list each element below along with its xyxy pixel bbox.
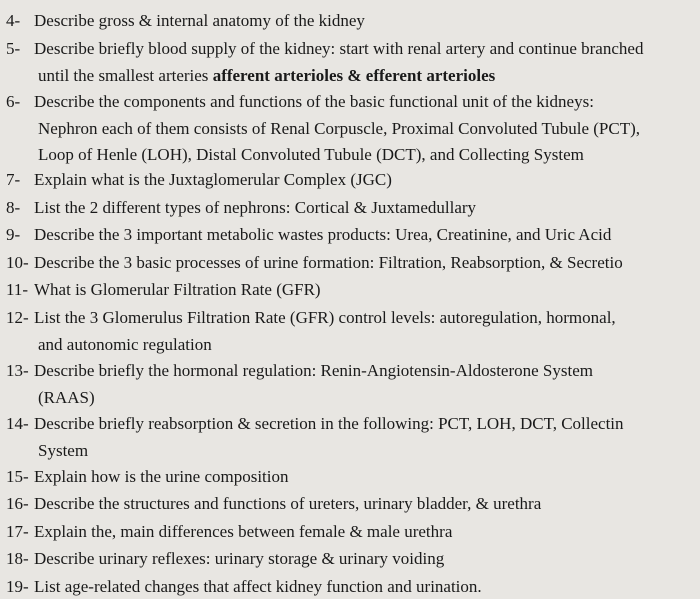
item-text: Describe the components and functions of… bbox=[34, 89, 700, 115]
item-continuation: until the smallest arteries afferent art… bbox=[4, 63, 700, 89]
list-item: 19-List age-related changes that affect … bbox=[4, 574, 700, 599]
list-item: 4-Describe gross & internal anatomy of t… bbox=[4, 8, 700, 34]
item-number: 6- bbox=[4, 89, 34, 115]
item-text: Describe briefly blood supply of the kid… bbox=[34, 36, 700, 62]
list-item: 7-Explain what is the Juxtaglomerular Co… bbox=[4, 167, 700, 193]
list-item: 10-Describe the 3 basic processes of uri… bbox=[4, 250, 700, 276]
item-text: Explain what is the Juxtaglomerular Comp… bbox=[34, 167, 700, 193]
list-item: 18-Describe urinary reflexes: urinary st… bbox=[4, 546, 700, 572]
item-text: Describe the 3 important metabolic waste… bbox=[34, 222, 700, 248]
item-number: 9- bbox=[4, 222, 34, 248]
item-text: What is Glomerular Filtration Rate (GFR) bbox=[34, 277, 700, 303]
item-number: 14- bbox=[4, 411, 34, 437]
item-number: 8- bbox=[4, 195, 34, 221]
item-number: 7- bbox=[4, 167, 34, 193]
item-number: 19- bbox=[4, 574, 34, 599]
item-continuation: and autonomic regulation bbox=[4, 332, 700, 358]
item-text: Describe urinary reflexes: urinary stora… bbox=[34, 546, 700, 572]
item-text: Describe gross & internal anatomy of the… bbox=[34, 8, 700, 34]
item-text: Explain the, main differences between fe… bbox=[34, 519, 700, 545]
question-list: 4-Describe gross & internal anatomy of t… bbox=[4, 8, 700, 599]
item-text: Describe the 3 basic processes of urine … bbox=[34, 250, 700, 276]
list-item: 17-Explain the, main differences between… bbox=[4, 519, 700, 545]
item-text: Explain how is the urine composition bbox=[34, 464, 700, 490]
bold-text: afferent arterioles & efferent arteriole… bbox=[213, 66, 496, 85]
list-item: 12-List the 3 Glomerulus Filtration Rate… bbox=[4, 305, 700, 331]
item-continuation: (RAAS) bbox=[4, 385, 700, 411]
item-number: 16- bbox=[4, 491, 34, 517]
list-item: 5-Describe briefly blood supply of the k… bbox=[4, 36, 700, 62]
item-text: List age-related changes that affect kid… bbox=[34, 574, 700, 599]
item-continuation: System bbox=[4, 438, 700, 464]
item-number: 5- bbox=[4, 36, 34, 62]
item-text: Describe briefly the hormonal regulation… bbox=[34, 358, 700, 384]
item-text: Describe the structures and functions of… bbox=[34, 491, 700, 517]
list-item: 13-Describe briefly the hormonal regulat… bbox=[4, 358, 700, 384]
item-number: 11- bbox=[4, 277, 34, 303]
item-number: 15- bbox=[4, 464, 34, 490]
list-item: 15-Explain how is the urine composition bbox=[4, 464, 700, 490]
list-item: 8-List the 2 different types of nephrons… bbox=[4, 195, 700, 221]
item-number: 13- bbox=[4, 358, 34, 384]
item-text: List the 2 different types of nephrons: … bbox=[34, 195, 700, 221]
list-item: 16-Describe the structures and functions… bbox=[4, 491, 700, 517]
list-item: 14-Describe briefly reabsorption & secre… bbox=[4, 411, 700, 437]
list-item: 6-Describe the components and functions … bbox=[4, 89, 700, 115]
list-item: 9-Describe the 3 important metabolic was… bbox=[4, 222, 700, 248]
item-text: List the 3 Glomerulus Filtration Rate (G… bbox=[34, 305, 700, 331]
item-text: Describe briefly reabsorption & secretio… bbox=[34, 411, 700, 437]
item-continuation: Nephron each of them consists of Renal C… bbox=[4, 116, 700, 142]
list-item: 11-What is Glomerular Filtration Rate (G… bbox=[4, 277, 700, 303]
item-number: 10- bbox=[4, 250, 34, 276]
item-number: 18- bbox=[4, 546, 34, 572]
item-number: 12- bbox=[4, 305, 34, 331]
item-number: 17- bbox=[4, 519, 34, 545]
item-continuation: Loop of Henle (LOH), Distal Convoluted T… bbox=[4, 142, 700, 168]
item-number: 4- bbox=[4, 8, 34, 34]
